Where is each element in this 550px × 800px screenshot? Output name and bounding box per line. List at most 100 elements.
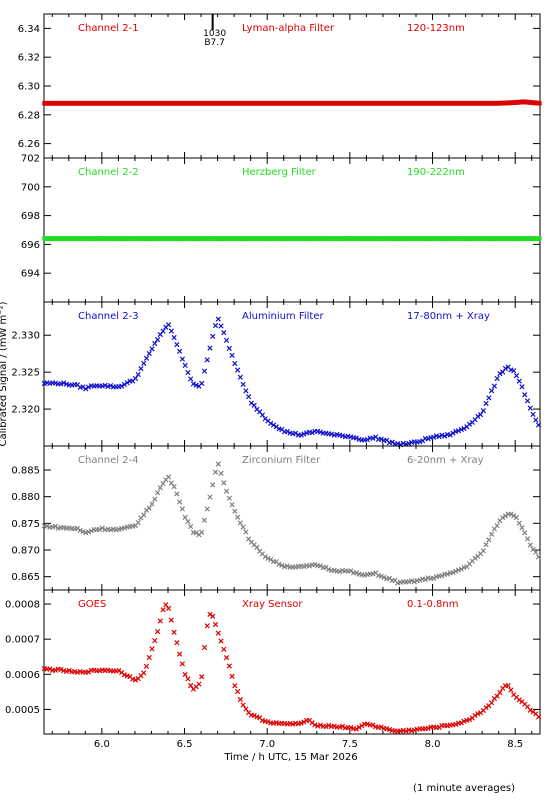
y-tick-label: 6.26 [18,139,40,150]
data-point [232,360,238,367]
data-point [165,474,172,480]
data-point [121,525,128,531]
data-point [176,348,183,354]
data-point [494,523,500,529]
data-point [61,380,67,386]
y-tick-label: 0.0006 [5,670,40,681]
data-point [381,574,387,580]
data-point [502,513,509,519]
data-point [204,623,210,629]
data-point [276,561,282,567]
data-point [516,520,522,526]
data-point [124,380,130,386]
data-point [210,333,216,340]
data-point [533,549,539,555]
data-point [210,482,216,488]
data-point [356,724,362,731]
data-point [168,617,174,623]
panel-frame [43,301,541,447]
data-point [442,433,448,439]
data-point [99,525,105,531]
y-tick-label: 0.0008 [5,600,40,611]
y-tick-label: 0.0007 [5,635,40,646]
data-point [530,411,536,418]
data-point [488,531,495,537]
data-point [88,528,94,534]
data-point [453,721,459,727]
data-point [370,722,376,728]
data-point [232,683,238,689]
data-point [182,362,188,369]
data-point [204,506,210,512]
data-point [251,402,257,408]
data-point [182,514,188,520]
data-point [243,388,249,394]
data-point [458,720,464,726]
data-point [174,342,180,348]
data-point [513,373,520,379]
data-point [85,669,92,675]
data-point [154,336,161,343]
data-point [160,480,166,487]
panel-band-label: 120-123nm [407,23,465,34]
data-point [425,436,431,442]
data-point [157,618,163,624]
data-point [152,638,158,644]
data-point [218,323,224,329]
data-point [502,365,509,372]
data-point [146,505,152,511]
data-point [447,432,453,438]
data-point [519,524,525,531]
data-point [453,568,459,574]
data-point [179,356,186,362]
data-point [152,496,158,502]
data-point [339,723,346,729]
data-point [488,700,495,706]
data-point [143,663,150,669]
data-point [185,369,191,376]
chart-panel-1: 6.26 6.28 6.30 6.32 6.34 Channel 2-1 Lyman-alp… [18,13,543,159]
data-point [494,375,500,382]
data-point [85,384,92,390]
data-point [234,367,241,373]
data-point [237,696,243,703]
data-point [218,638,224,644]
data-point [199,380,205,386]
data-point [458,566,464,572]
data-point [96,526,103,533]
data-point [221,480,227,486]
data-point [522,530,528,536]
data-point [312,722,318,728]
data-point [500,514,506,521]
data-point [223,488,230,494]
data-point [229,352,235,358]
data-point [326,722,332,729]
data-point [199,529,205,535]
data-point [234,514,241,520]
data-point [240,524,246,530]
data-point [511,368,517,374]
x-tick-label: 8.0 [425,739,441,750]
data-point [491,383,498,389]
y-tick-label: 6.32 [18,53,40,64]
data-point [154,629,161,635]
data-point [444,571,451,577]
data-point [83,386,89,392]
data-point [370,435,376,441]
data-point [292,430,299,436]
data-point [450,569,456,576]
data-point [259,412,266,418]
data-point [102,382,108,388]
data-point [516,697,522,703]
data-point [207,345,213,351]
y-tick-label: 702 [21,154,40,165]
data-point [270,422,277,428]
data-point [218,470,224,476]
data-point [193,530,199,536]
panel-channel-label: Channel 2-1 [78,23,139,34]
panel-channel-label: Channel 2-4 [78,455,139,466]
data-point [188,376,194,382]
data-point [411,579,417,585]
y-tick-label: 6.34 [18,24,40,35]
data-point [229,502,235,508]
